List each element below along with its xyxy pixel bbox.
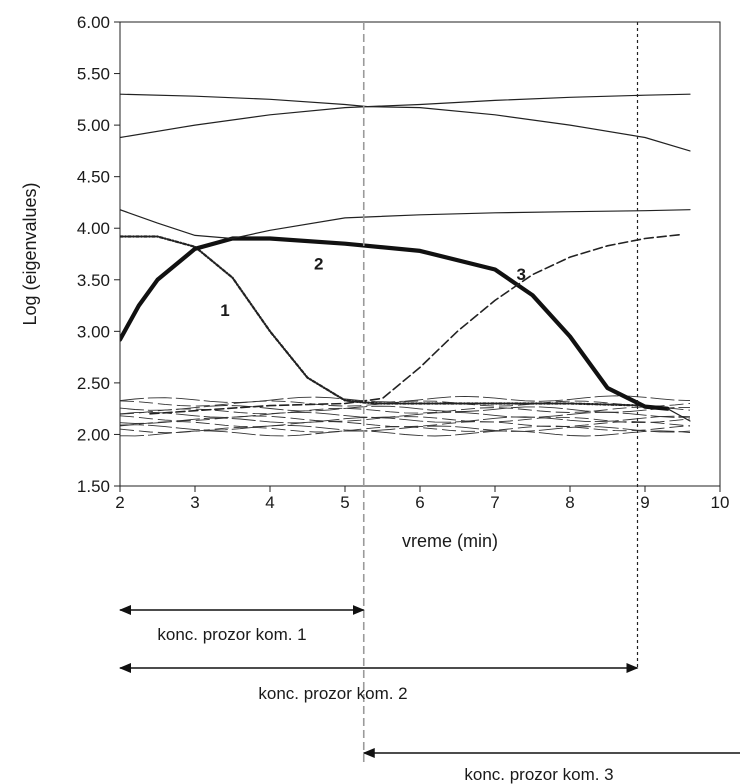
x-tick-label: 8: [565, 493, 574, 512]
eigenvalue-line: [120, 93, 691, 139]
reference-lines: [362, 22, 639, 765]
y-tick-label: 2.00: [77, 425, 110, 444]
eigenvalue-line: [120, 209, 691, 240]
x-tick-label: 3: [190, 493, 199, 512]
y-tick-label: 2.50: [77, 374, 110, 393]
y-tick-label: 4.50: [77, 168, 110, 187]
noise-eigenvalue-line: [120, 424, 691, 433]
eigenvalue-line: [120, 93, 691, 152]
window-label: konc. prozor kom. 2: [258, 684, 407, 703]
noise-eigenvalue-line: [120, 430, 691, 437]
x-tick-label: 4: [265, 493, 274, 512]
x-tick-label: 2: [115, 493, 124, 512]
curve-label-1: 1: [220, 301, 229, 320]
noise-eigenvalue-line: [120, 421, 691, 428]
eigenvalue-line: [666, 408, 691, 422]
series-line-1: [120, 235, 647, 407]
y-axis-label: Log (eigenvalues): [20, 182, 40, 325]
plot-frame: [119, 21, 721, 487]
plot-content: 1 2 3: [120, 93, 691, 437]
window-label: konc. prozor kom. 3: [464, 765, 613, 784]
y-axis-ticks: 1.50 2.00 2.50 3.00 3.50 4.00 4.50 5.00 5.50 6.00: [77, 13, 120, 496]
curve-label-3: 3: [517, 265, 526, 284]
y-tick-label: 3.00: [77, 322, 110, 341]
window-label: konc. prozor kom. 1: [157, 625, 306, 644]
noise-eigenvalue-line: [120, 400, 691, 407]
noise-eigenvalue-line: [120, 415, 691, 424]
x-axis-label: vreme (min): [402, 531, 498, 551]
y-tick-label: 5.50: [77, 65, 110, 84]
y-tick-label: 4.00: [77, 219, 110, 238]
y-tick-label: 5.00: [77, 116, 110, 135]
curve-label-2: 2: [314, 254, 323, 273]
x-tick-label: 6: [415, 493, 424, 512]
noise-eigenvalue-line: [120, 411, 691, 418]
noise-eigenvalue-line: [120, 406, 691, 415]
x-axis-ticks: 2 3 4 5 6 7 8 9 10: [115, 486, 729, 512]
series-line-3: [149, 233, 684, 415]
concentration-windows: konc. prozor kom. 1 konc. prozor kom. 2 ko…: [119, 605, 740, 784]
y-tick-label: 1.50: [77, 477, 110, 496]
noise-eigenvalue-line: [120, 425, 691, 434]
series-line-2: [120, 236, 670, 411]
noise-eigenvalue-line: [120, 415, 691, 424]
x-tick-label: 10: [711, 493, 730, 512]
y-tick-label: 6.00: [77, 13, 110, 32]
x-tick-label: 7: [490, 493, 499, 512]
y-tick-label: 3.50: [77, 271, 110, 290]
x-tick-label: 5: [340, 493, 349, 512]
noise-eigenvalue-line: [120, 405, 691, 413]
x-tick-label: 9: [640, 493, 649, 512]
